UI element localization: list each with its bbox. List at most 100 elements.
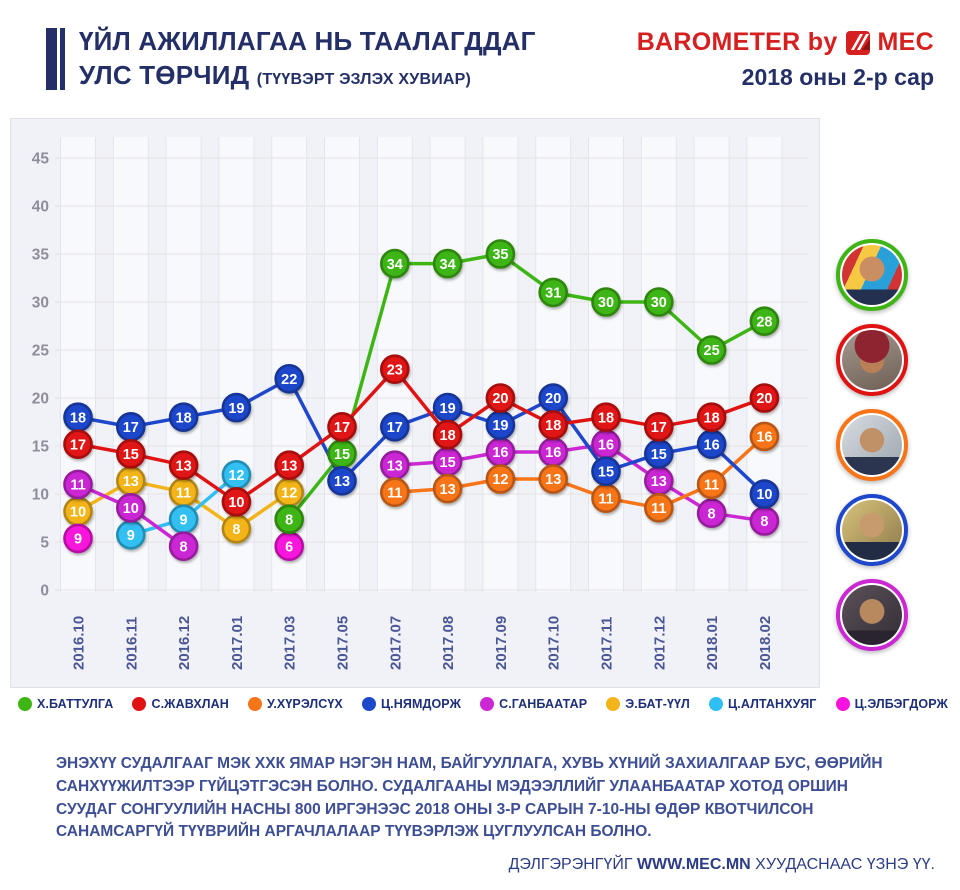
legend-dot-icon — [709, 697, 724, 711]
data-point: 8 — [749, 506, 780, 536]
more-suffix: ХУУДАСНААС ҮЗНЭ ҮҮ. — [755, 856, 935, 873]
avatar-5 — [836, 579, 908, 651]
data-point-label: 16 — [492, 445, 508, 461]
legend-item-1: Х.БАТТУЛГА — [18, 697, 113, 711]
data-point-label: 16 — [598, 437, 614, 453]
data-point-label: 13 — [387, 458, 403, 474]
data-point-label: 11 — [70, 478, 85, 494]
data-point: 12 — [485, 464, 516, 494]
avatar-photo — [842, 330, 902, 390]
data-point-label: 9 — [74, 532, 82, 548]
data-point: 20 — [538, 383, 569, 413]
x-axis-tick: 2018.01 — [704, 616, 721, 670]
legend-label: Ц.АЛТАНХУЯГ — [728, 697, 817, 711]
data-point: 19 — [485, 410, 516, 440]
data-point-label: 15 — [123, 447, 139, 463]
data-point-label: 13 — [440, 482, 456, 498]
y-axis-tick: 5 — [40, 535, 49, 552]
data-point: 13 — [327, 465, 357, 496]
data-point: 9 — [63, 523, 93, 554]
data-point-label: 17 — [334, 420, 350, 436]
data-point: 16 — [696, 429, 727, 460]
data-point-label: 16 — [756, 430, 772, 446]
data-point: 12 — [221, 459, 252, 490]
data-point-label: 20 — [492, 391, 508, 407]
data-point-label: 8 — [180, 539, 188, 555]
column-band — [641, 137, 677, 592]
data-point: 13 — [379, 450, 410, 481]
data-point-label: 10 — [123, 501, 139, 517]
data-point-label: 20 — [545, 391, 561, 407]
data-point-label: 20 — [756, 391, 772, 407]
x-axis-tick: 2017.12 — [651, 616, 668, 670]
legend-label: С.ЖАВХЛАН — [151, 697, 229, 711]
legend-item-3: У.ХҮРЭЛСҮХ — [248, 697, 343, 711]
data-point-label: 15 — [334, 447, 350, 463]
data-point: 9 — [168, 504, 199, 535]
data-point: 11 — [379, 477, 410, 508]
data-point-label: 15 — [440, 455, 456, 471]
data-point-label: 18 — [545, 418, 561, 434]
data-point-label: 11 — [387, 485, 402, 501]
data-point: 30 — [643, 287, 674, 317]
legend-dot-icon — [18, 697, 32, 711]
brand-block: BAROMETER by MEC 2018 оны 2-р сар — [637, 28, 934, 91]
data-point-label: 13 — [334, 474, 350, 490]
data-point-label: 25 — [704, 343, 720, 359]
x-axis-tick: 2016.12 — [176, 616, 193, 670]
x-axis-tick: 2017.10 — [546, 616, 563, 670]
data-point: 20 — [749, 383, 780, 413]
x-axis-tick: 2017.11 — [599, 617, 616, 670]
report-date: 2018 оны 2-р сар — [741, 64, 934, 90]
data-point-label: 10 — [228, 495, 244, 511]
series-line — [287, 252, 767, 521]
column-band — [324, 137, 360, 592]
data-point-label: 15 — [598, 464, 614, 480]
data-point-label: 16 — [704, 437, 720, 453]
avatar-1 — [836, 239, 908, 311]
data-point: 8 — [274, 504, 305, 535]
data-point: 15 — [432, 446, 463, 477]
data-point: 18 — [63, 402, 93, 433]
data-point-label: 13 — [651, 474, 667, 490]
y-axis-tick: 25 — [32, 343, 50, 360]
data-point-label: 12 — [492, 472, 508, 488]
data-point: 13 — [538, 464, 569, 494]
data-point-label: 11 — [704, 478, 719, 494]
data-point: 18 — [538, 410, 569, 440]
legend-label: Ц.ЭЛБЭГДОРЖ — [854, 697, 948, 711]
x-axis-tick: 2017.07 — [387, 616, 404, 670]
legend-dot-icon — [361, 697, 376, 711]
legend-label: Э.БАТ-ҮҮЛ — [625, 697, 690, 711]
data-point: 31 — [538, 277, 569, 308]
legend-label: У.ХҮРЭЛСҮХ — [267, 697, 343, 711]
data-point-label: 12 — [228, 468, 244, 484]
survey-disclaimer: ЭНЭХҮҮ СУДАЛГААГ МЭК ХХК ЯМАР НЭГЭН НАМ,… — [56, 755, 883, 841]
column-band — [482, 137, 518, 592]
legend-label: С.ГАНБААТАР — [499, 697, 588, 711]
politician-avatars — [836, 239, 916, 664]
y-axis-tick: 35 — [32, 247, 50, 264]
data-point: 13 — [168, 450, 199, 481]
data-point: 19 — [221, 392, 252, 423]
more-prefix: ДЭЛГЭРЭНГҮЙГ — [508, 856, 633, 873]
data-point-label: 11 — [176, 485, 191, 501]
legend-item-4: Ц.НЯМДОРЖ — [361, 697, 461, 711]
data-point-label: 30 — [598, 295, 614, 311]
line-chart: 0 5 10 15 20 25 30 35 40 45 2016.10 2016.11 2016.12 2… — [32, 137, 809, 670]
avatar-4 — [836, 494, 908, 566]
title-bars-icon — [46, 28, 65, 90]
website-link[interactable]: WWW.MEC.MN — [636, 856, 751, 873]
data-point: 35 — [485, 239, 516, 269]
data-point: 16 — [538, 437, 569, 467]
data-point-label: 13 — [281, 458, 297, 474]
data-point: 11 — [696, 469, 727, 500]
avatar-photo — [842, 585, 902, 645]
more-info-line: ДЭЛГЭРЭНГҮЙГ WWW.MEC.MN ХУУДАСНААС ҮЗНЭ … — [509, 856, 935, 874]
data-point: 15 — [327, 438, 357, 469]
x-axis-tick: 2017.03 — [282, 616, 299, 670]
column-band — [430, 137, 466, 592]
data-point-label: 30 — [651, 295, 667, 311]
data-point-label: 11 — [598, 491, 613, 507]
data-point-label: 8 — [760, 514, 768, 530]
